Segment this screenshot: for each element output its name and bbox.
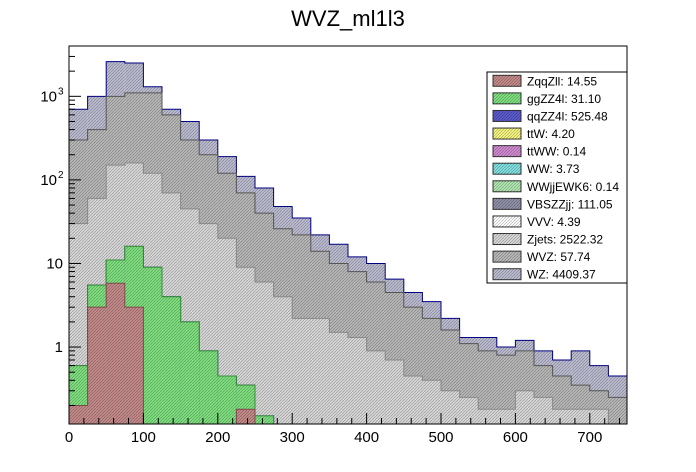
bar-hatch-zjets-28 <box>589 409 609 424</box>
legend-swatch-hatch <box>493 145 521 157</box>
legend-swatch-hatch <box>493 268 521 280</box>
y-tick-label: 1 <box>55 339 63 356</box>
bar-hatch-zqqzll-0 <box>69 405 88 424</box>
bar-hatch-ggzz4l-7 <box>199 350 218 424</box>
bar-hatch-ggzz4l-4 <box>143 267 162 424</box>
bar-hatch-zjets-15 <box>348 337 367 424</box>
histogram-bars <box>68 61 628 425</box>
legend-label-ggzz4l: ggZZ4l: 31.10 <box>527 92 601 106</box>
bar-hatch-zjets-10 <box>255 282 274 424</box>
legend-label-ttww: ttWW: 0.14 <box>527 145 586 159</box>
legend-label-wz: WZ: 4409.37 <box>527 268 596 282</box>
bar-hatch-zjets-22 <box>478 409 497 424</box>
legend-swatch-hatch <box>493 92 521 104</box>
bar-hatch-zjets-26 <box>552 409 572 424</box>
y-tick-exponent: 3 <box>58 86 64 97</box>
y-tick-label: 10 <box>46 255 63 272</box>
bar-hatch-zqqzll-2 <box>106 283 125 424</box>
bar-hatch-zqqzll-9 <box>236 409 255 424</box>
bar-hatch-zjets-13 <box>310 318 330 424</box>
bar-hatch-ggzz4l-8 <box>217 376 237 424</box>
bar-hatch-ggzz4l-10 <box>255 415 274 424</box>
bar-hatch-zjets-12 <box>292 318 311 424</box>
bar-hatch-wvz-29 <box>608 397 627 424</box>
bar-hatch-zjets-14 <box>329 332 348 424</box>
x-tick-label: 0 <box>65 429 73 446</box>
bar-hatch-zjets-20 <box>441 390 460 424</box>
bar-hatch-zjets-27 <box>571 409 590 424</box>
bar-hatch-zqqzll-1 <box>87 307 107 424</box>
legend-label-zjets: Zjets: 2522.32 <box>527 233 603 247</box>
legend-swatch-hatch <box>493 75 521 87</box>
legend-label-wwjjewk6: WWjjEWK6: 0.14 <box>527 180 619 194</box>
bar-hatch-wvz-22 <box>478 350 497 424</box>
bar-hatch-wvz-23 <box>496 355 516 424</box>
x-tick-label: 400 <box>354 429 379 446</box>
bar-hatch-zjets-25 <box>534 397 553 424</box>
bar-hatch-zjets-23 <box>496 409 516 424</box>
legend-swatch-hatch <box>493 198 521 210</box>
bar-hatch-zjets-24 <box>515 390 534 424</box>
legend-box <box>486 71 628 284</box>
legend-label-wvz: WVZ: 57.74 <box>527 250 591 264</box>
bar-hatch-zjets-17 <box>385 359 404 424</box>
legend-swatch-hatch <box>493 233 521 245</box>
bar-hatch-ggzz4l-6 <box>180 321 200 424</box>
bar-hatch-zjets-18 <box>403 376 423 424</box>
legend: ZqqZll: 14.55 ggZZ4l: 31.10 qqZZ4l: 525.48… <box>486 71 628 284</box>
legend-swatch-hatch <box>493 215 521 227</box>
series-zqqzll <box>68 282 627 425</box>
chart-title: WVZ_ml1l3 <box>291 6 405 31</box>
x-tick-label: 200 <box>205 429 230 446</box>
legend-label-ww: WW: 3.73 <box>527 162 580 176</box>
x-tick-label: 600 <box>503 429 528 446</box>
bar-hatch-ggzz4l-5 <box>162 296 181 424</box>
legend-swatch-hatch <box>493 128 521 140</box>
legend-label-vbszzjj: VBSZZjj: 111.05 <box>527 197 613 211</box>
legend-swatch-hatch <box>493 110 521 122</box>
x-tick-label: 300 <box>280 429 305 446</box>
x-tick-label: 100 <box>131 429 156 446</box>
x-tick-label: 700 <box>577 429 602 446</box>
bar-hatch-zqqzll-3 <box>124 307 144 424</box>
outline-zjets <box>68 162 627 425</box>
y-tick-label: 10 <box>40 172 57 189</box>
legend-swatch-hatch <box>493 251 521 263</box>
bar-hatch-zjets-16 <box>366 350 386 424</box>
y-tick-label: 10 <box>40 88 57 105</box>
legend-label-ttw: ttW: 4.20 <box>527 127 575 141</box>
bar-hatch-zjets-11 <box>273 296 293 424</box>
bar-hatch-zjets-19 <box>422 380 441 424</box>
bar-hatch-zjets-21 <box>459 397 479 424</box>
outline-wvz <box>68 92 628 424</box>
legend-label-zqqzll: ZqqZll: 14.55 <box>527 74 597 88</box>
legend-label-vvv: VVV: 4.39 <box>527 215 581 229</box>
y-tick-exponent: 2 <box>58 170 64 181</box>
x-tick-label: 500 <box>428 429 453 446</box>
legend-label-qqzz4l: qqZZ4l: 525.48 <box>527 109 608 123</box>
legend-swatch-hatch <box>493 180 521 192</box>
legend-swatch-hatch <box>493 163 521 175</box>
